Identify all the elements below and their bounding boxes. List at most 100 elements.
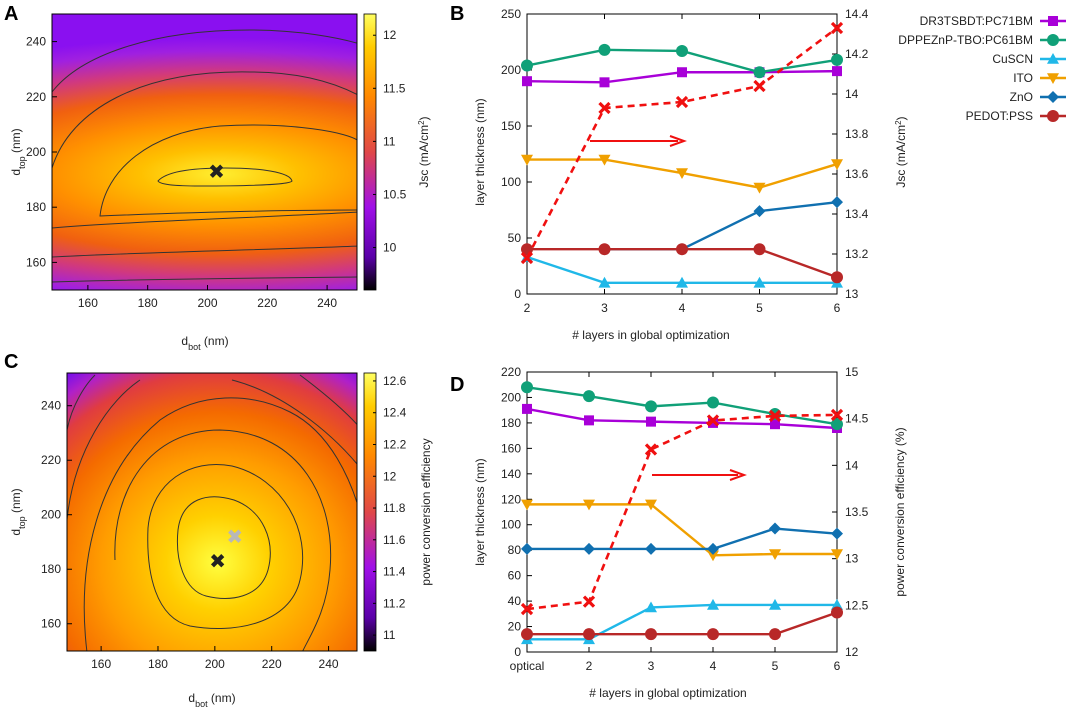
series-cuscn xyxy=(521,598,843,645)
data-point xyxy=(599,77,610,88)
colorbar-tick-label: 11.4 xyxy=(383,565,406,579)
series-line xyxy=(527,603,837,641)
y-tick-label: 100 xyxy=(501,518,521,532)
legend-marker xyxy=(1048,16,1058,26)
data-point xyxy=(598,243,611,256)
x-tick-label: 180 xyxy=(138,296,158,310)
data-point xyxy=(769,549,781,560)
panel-d-line-chart: optical 2 3 4 5 60204060801001201401601802002… xyxy=(473,365,907,700)
x-tick-label: optical xyxy=(510,659,545,673)
y2-tick-label: 13.6 xyxy=(845,167,869,181)
plot-b-marks: 2 3 4 5 6 0 50 100 150 200 250 13 13.2 13.4 13.6 13.8 14… xyxy=(501,7,869,315)
data-point xyxy=(676,243,688,256)
y2-tick-label: 12 xyxy=(845,645,859,659)
data-point xyxy=(832,66,842,77)
plot-frame-d xyxy=(526,371,838,653)
legend-label: DPPEZnP-TBO:PC61BM xyxy=(898,33,1033,47)
y2-tick-label: 14 xyxy=(845,458,859,472)
series-ito xyxy=(521,154,843,194)
data-point xyxy=(769,598,781,610)
y-tick-label: 50 xyxy=(508,231,522,245)
x-tick-label: 5 xyxy=(772,659,779,673)
data-point xyxy=(521,542,533,555)
y2-tick-label: 13 xyxy=(845,552,859,566)
optimum-marker-c: ✖ xyxy=(209,551,226,573)
x-tick-label: 200 xyxy=(205,657,225,671)
data-point xyxy=(831,196,843,209)
colorbar-tick-label: 10 xyxy=(383,241,397,255)
data-point xyxy=(583,542,595,555)
y-tick-label: 100 xyxy=(501,175,521,189)
data-point-cross xyxy=(675,95,689,109)
x-tick-label: 2 xyxy=(586,659,593,673)
data-point xyxy=(676,44,688,57)
data-point xyxy=(707,542,719,555)
data-point xyxy=(676,168,688,180)
y-axis-label-b: layer thickness (nm) xyxy=(473,98,487,205)
series-line xyxy=(527,527,838,551)
colorbar-ticks-a: 10 10.5 11 11.5 12 xyxy=(373,28,407,255)
series-ito xyxy=(521,499,843,562)
y2-tick-label: 15 xyxy=(845,365,859,379)
data-point xyxy=(831,271,843,284)
x-tick-label: 4 xyxy=(710,659,717,673)
y-tick-label: 160 xyxy=(501,441,521,455)
y-tick-label: 140 xyxy=(501,467,521,481)
optimum-marker-c-alt: ✖ xyxy=(226,527,243,549)
legend-marker xyxy=(1047,73,1059,84)
data-point xyxy=(753,205,766,218)
data-point-cross xyxy=(753,79,766,93)
y-tick-label: 180 xyxy=(501,416,521,430)
data-point-cross xyxy=(598,101,611,115)
y-axis-label-d: layer thickness (nm) xyxy=(473,458,487,565)
x-tick-label: 3 xyxy=(601,301,608,315)
x-tick-label: 220 xyxy=(262,657,282,671)
legend-item: DPPEZnP-TBO:PC61BM xyxy=(898,33,1066,47)
legend-marker xyxy=(1047,53,1059,64)
series-secondary-pce xyxy=(520,408,844,616)
x-tick-label: 240 xyxy=(317,296,337,310)
colorbar-tick-label: 11.6 xyxy=(383,533,406,547)
data-point xyxy=(646,416,656,427)
legend: DR3TSBDT:PC71BM DPPEZnP-TBO:PC61BM CuSCN IT… xyxy=(898,14,1066,123)
plot-frame-c xyxy=(66,372,358,652)
data-point xyxy=(645,542,657,555)
colorbar-a xyxy=(363,13,377,291)
data-point xyxy=(707,396,719,409)
y-tick-label: 200 xyxy=(41,508,61,522)
colorbar-tick-label: 12.4 xyxy=(383,406,407,420)
series-line-dashed xyxy=(526,413,838,611)
y-tick-label: 200 xyxy=(501,63,521,77)
x-axis-label-d: # layers in global optimization xyxy=(589,686,746,700)
series-secondary-jsc xyxy=(520,21,844,265)
y2-tick-label: 14.2 xyxy=(845,47,869,61)
y2-tick-label: 14.5 xyxy=(845,412,869,426)
legend-label: DR3TSBDT:PC71BM xyxy=(920,14,1033,28)
series-cuscn xyxy=(521,251,843,288)
y-tick-label: 0 xyxy=(514,287,521,301)
y-tick-label: 120 xyxy=(501,492,521,506)
y-tick-label: 150 xyxy=(501,119,521,133)
y-tick-label: 240 xyxy=(41,399,61,413)
colorbar-tick-label: 11.5 xyxy=(383,81,406,95)
optimum-marker-a: ✖ xyxy=(208,161,225,183)
arrow-b-head xyxy=(669,135,687,147)
data-point xyxy=(753,66,766,79)
data-point xyxy=(707,598,719,610)
data-point xyxy=(521,154,533,166)
data-point xyxy=(583,390,595,403)
arrow-d-head xyxy=(729,469,747,481)
y-tick-label: 180 xyxy=(41,562,61,576)
y2-tick-label: 12.5 xyxy=(845,598,869,612)
panel-letter-c: C xyxy=(4,351,18,373)
colorbar-tick-label: 11 xyxy=(383,134,396,148)
colorbar-tick-label: 12 xyxy=(383,469,397,483)
x-tick-label: 220 xyxy=(257,296,277,310)
y2-tick-label: 13.2 xyxy=(845,247,869,261)
data-point xyxy=(769,522,781,535)
y2-tick-label: 13.8 xyxy=(845,127,869,141)
ticks-c: 160 180 200 220 240 160 180 200 220 240 xyxy=(41,399,339,671)
data-point xyxy=(522,403,532,414)
y-tick-label: 220 xyxy=(26,90,46,104)
